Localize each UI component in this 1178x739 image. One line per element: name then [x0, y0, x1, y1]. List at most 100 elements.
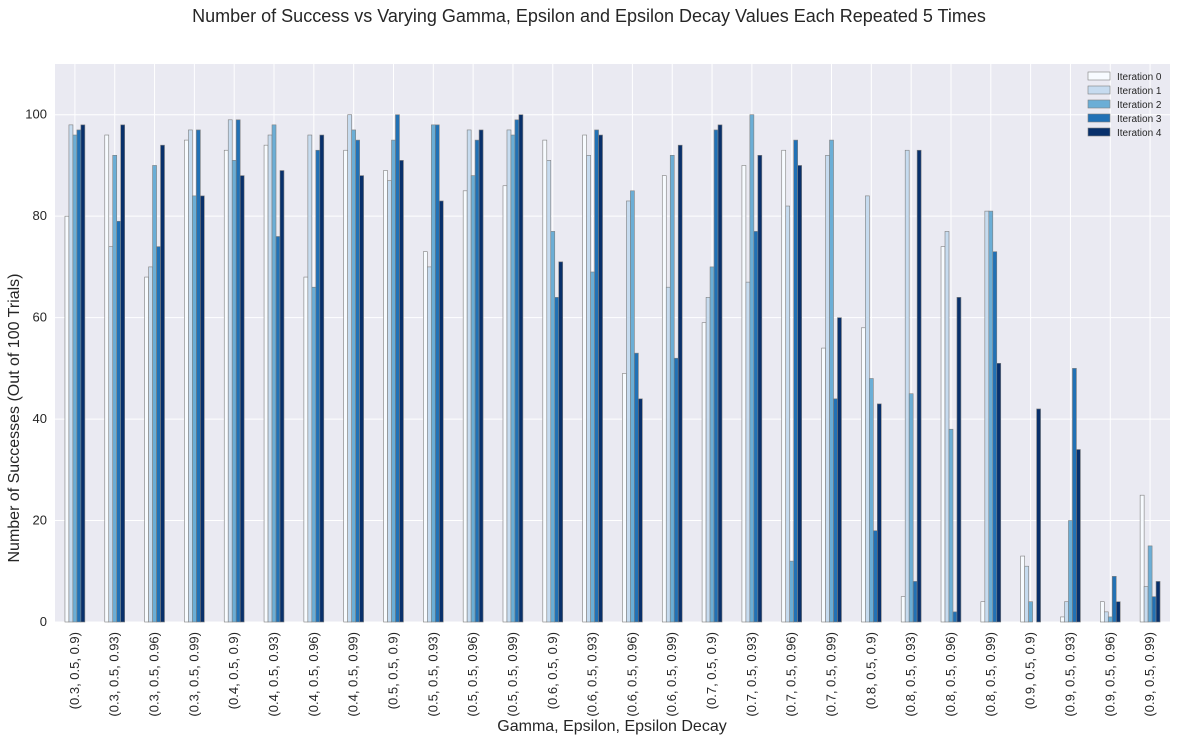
- x-tick-label: (0.9, 0.5, 0.9): [1023, 632, 1038, 709]
- bar-iteration-2: [351, 129, 356, 623]
- bar-iteration-4: [558, 261, 564, 623]
- bar-iteration-2: [470, 175, 476, 623]
- bar-iteration-2: [1147, 545, 1153, 623]
- bar-iteration-3: [873, 530, 878, 623]
- bar-iteration-2: [829, 139, 834, 623]
- bar-iteration-1: [347, 114, 352, 623]
- bar-iteration-1: [506, 129, 512, 623]
- bar-iteration-4: [598, 134, 603, 623]
- y-tick-labels: 0 20 40 60 80 100: [25, 107, 47, 629]
- bar-iteration-1: [825, 155, 830, 623]
- bar-iteration-1: [904, 149, 910, 623]
- bar-iteration-2: [988, 210, 994, 623]
- bar-iteration-4: [200, 195, 205, 623]
- bar-iteration-2: [72, 134, 78, 623]
- bar-iteration-2: [590, 271, 595, 623]
- x-tick-label: (0.6, 0.5, 0.99): [664, 632, 679, 717]
- bar-iteration-4: [677, 144, 683, 623]
- bar-iteration-3: [76, 129, 82, 623]
- x-tick-label: (0.4, 0.5, 0.99): [346, 632, 361, 717]
- bar-iteration-4: [956, 297, 962, 623]
- bar-iteration-3: [156, 246, 161, 623]
- bar-iteration-1: [745, 281, 751, 623]
- bar-iteration-3: [912, 581, 918, 623]
- y-tick-label: 0: [40, 614, 47, 629]
- x-tick-label: (0.7, 0.5, 0.99): [824, 632, 839, 717]
- bar-iteration-2: [789, 560, 794, 623]
- x-tick-label: (0.5, 0.5, 0.99): [505, 632, 520, 717]
- bar-iteration-0: [900, 596, 906, 623]
- legend-swatch: [1087, 113, 1111, 123]
- bar-iteration-4: [120, 124, 125, 623]
- x-tick-label: (0.7, 0.5, 0.93): [744, 632, 759, 717]
- x-tick-label: (0.8, 0.5, 0.9): [863, 632, 878, 709]
- bar-iteration-3: [514, 119, 520, 623]
- bar-iteration-0: [383, 170, 388, 623]
- bar-iteration-4: [717, 124, 723, 623]
- legend: Iteration 0 Iteration 1 Iteration 2 Iterati…: [1087, 71, 1162, 139]
- bar-iteration-2: [709, 266, 715, 623]
- y-tick-label: 100: [25, 107, 47, 122]
- bar-iteration-1: [665, 286, 671, 623]
- bar-iteration-3: [1111, 576, 1117, 623]
- bar-iteration-0: [1100, 601, 1105, 623]
- bar-iteration-0: [303, 276, 309, 623]
- legend-label: Iteration 1: [1117, 86, 1162, 97]
- bar-iteration-3: [1151, 596, 1157, 623]
- bar-iteration-1: [705, 297, 711, 623]
- bar-iteration-0: [980, 601, 986, 623]
- x-tick-label: (0.3, 0.5, 0.9): [67, 632, 82, 709]
- bar-iteration-0: [582, 134, 587, 623]
- bar-iteration-3: [713, 129, 719, 623]
- bar-iteration-0: [1139, 494, 1145, 623]
- bar-iteration-0: [423, 251, 428, 623]
- bar-iteration-1: [148, 266, 153, 623]
- bar-iteration-0: [861, 327, 866, 623]
- bar-iteration-1: [546, 160, 552, 623]
- bar-iteration-0: [1060, 616, 1065, 623]
- bars-group: [64, 114, 1161, 623]
- bar-iteration-4: [916, 149, 922, 623]
- bar-iteration-0: [184, 139, 189, 623]
- x-tick-label: (0.7, 0.5, 0.9): [704, 632, 719, 709]
- bar-iteration-4: [319, 134, 325, 623]
- bar-iteration-4: [757, 155, 763, 623]
- x-tick-label: (0.8, 0.5, 0.99): [983, 632, 998, 717]
- bar-iteration-1: [227, 119, 233, 623]
- x-tick-label: (0.9, 0.5, 0.99): [1142, 632, 1157, 717]
- x-tick-label: (0.5, 0.5, 0.9): [385, 632, 400, 709]
- bar-iteration-4: [160, 144, 165, 623]
- x-tick-label: (0.8, 0.5, 0.96): [943, 632, 958, 717]
- y-axis-label: Number of Successes (Out of 100 Trials): [6, 274, 23, 563]
- bar-iteration-4: [877, 403, 882, 623]
- bar-iteration-2: [1068, 520, 1073, 623]
- bar-iteration-0: [343, 149, 348, 623]
- bar-iteration-0: [462, 190, 468, 623]
- bar-iteration-4: [797, 165, 802, 623]
- x-tick-label: (0.4, 0.5, 0.96): [306, 632, 321, 717]
- bar-iteration-2: [271, 124, 277, 623]
- x-tick-label: (0.6, 0.5, 0.93): [585, 632, 600, 717]
- bar-iteration-2: [669, 155, 675, 623]
- bar-iteration-1: [387, 180, 392, 623]
- legend-swatch: [1087, 127, 1111, 137]
- bar-iteration-1: [307, 134, 313, 623]
- legend-swatch: [1087, 85, 1111, 95]
- legend-label: Iteration 4: [1117, 128, 1162, 139]
- bar-iteration-1: [1024, 565, 1029, 623]
- bar-iteration-2: [112, 155, 118, 623]
- bar-iteration-2: [908, 393, 914, 623]
- legend-label: Iteration 0: [1117, 72, 1162, 83]
- bar-iteration-1: [1103, 611, 1109, 623]
- bar-iteration-3: [196, 129, 201, 623]
- bar-iteration-1: [785, 205, 791, 623]
- bar-iteration-4: [239, 175, 245, 623]
- bar-iteration-0: [104, 134, 110, 623]
- y-tick-label: 20: [33, 513, 47, 528]
- bar-iteration-1: [427, 266, 432, 623]
- bar-iteration-0: [1020, 555, 1025, 623]
- y-tick-label: 60: [33, 310, 47, 325]
- x-tick-label: (0.7, 0.5, 0.96): [784, 632, 799, 717]
- bar-iteration-3: [952, 611, 958, 623]
- bar-iteration-4: [279, 170, 285, 623]
